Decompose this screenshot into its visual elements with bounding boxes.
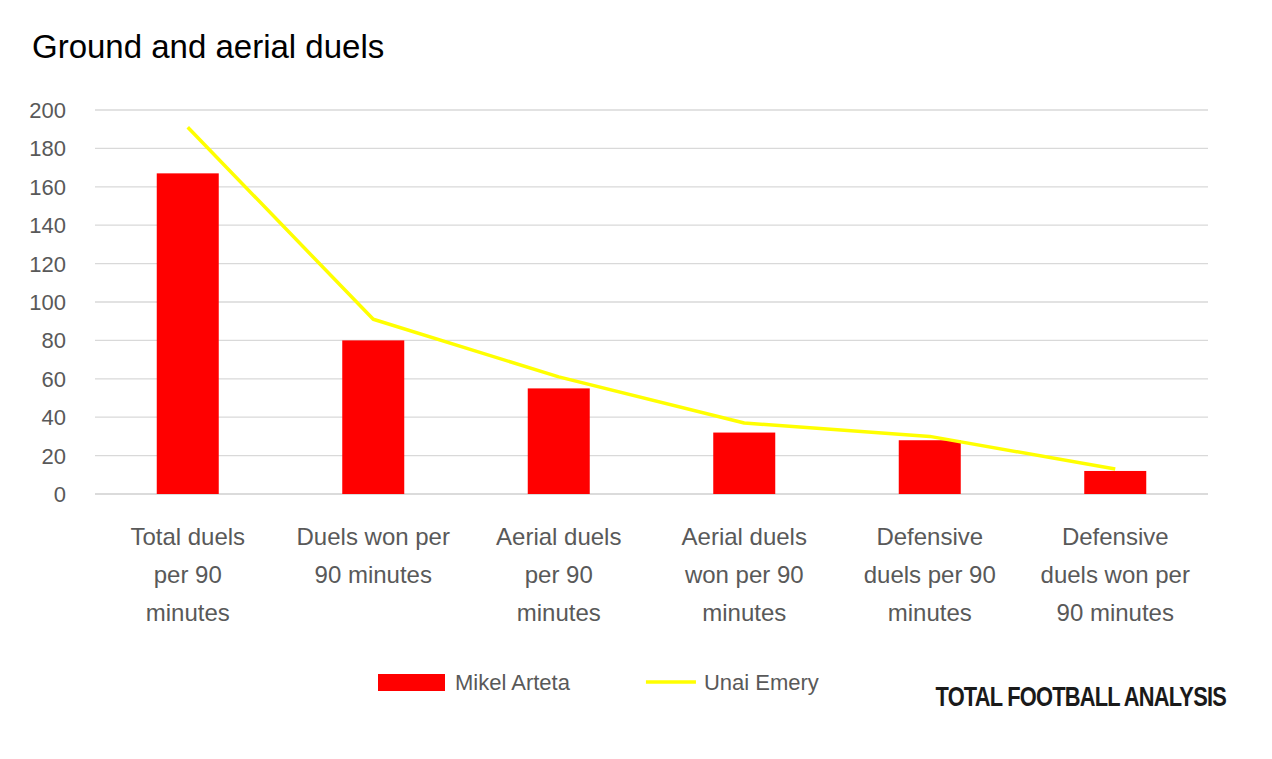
y-tick-label: 20 [42,444,66,469]
bar [899,440,961,494]
grid-line [95,378,1208,379]
x-tick-label-line: per 90 [154,561,222,588]
x-tick-label: Defensive duels won per 90 minutes [1041,523,1190,626]
x-tick-label-line: Aerial duels [496,523,621,550]
x-tick-label-line: duels won per [1041,561,1190,588]
x-tick-label: Duels won per 90 minutes [297,523,450,588]
title: Ground and aerial duels [32,28,384,65]
bar [342,340,404,494]
bar [713,433,775,494]
watermark: TOTAL FOOTBALL ANALYSIS [936,680,1227,711]
legend-label: Mikel Arteta [455,670,571,695]
chart: Ground and aerial duels 0 20 40 60 80 100 120 14… [0,0,1272,759]
legend-swatch [378,674,445,691]
bar [157,173,219,494]
x-tick-label-line: 90 minutes [315,561,432,588]
x-tick-label-line: Defensive [876,523,983,550]
y-tick-label: 180 [29,136,66,161]
grid-line [95,263,1208,264]
x-tick-label-line: minutes [517,599,601,626]
x-tick-label-line: Defensive [1062,523,1169,550]
x-tick-label: Defensive duels per 90 minutes [864,523,996,626]
y-tick-label: 200 [29,98,66,123]
y-tick-label: 40 [42,405,66,430]
y-tick-label: 60 [42,367,66,392]
x-tick-label-line: Total duels [130,523,245,550]
x-tick-label-line: won per 90 [684,561,804,588]
grid-line [95,148,1208,149]
x-tick-label-line: 90 minutes [1057,599,1174,626]
x-tick-label: Aerial duels won per 90 minutes [682,523,807,626]
x-tick-label: Total duels per 90 minutes [130,523,245,626]
x-axis-line [95,493,1208,495]
grid-line [95,493,1208,494]
y-tick-label: 80 [42,328,66,353]
x-tick-label: Aerial duels per 90 minutes [496,523,621,626]
marks [157,127,1147,494]
grid-line [95,186,1208,187]
y-tick-label: 140 [29,213,66,238]
y-tick-label: 160 [29,175,66,200]
grid-line [95,225,1208,226]
y-tick-label: 100 [29,290,66,315]
y-tick-label: 0 [54,482,66,507]
x-tick-label-line: Duels won per [297,523,450,550]
x-tick-label-line: duels per 90 [864,561,996,588]
grid-line [95,340,1208,341]
x-tick-label-line: minutes [888,599,972,626]
x-tick-label-line: Aerial duels [682,523,807,550]
grid-line [95,301,1208,302]
y-tick-label: 120 [29,252,66,277]
bar [1084,471,1146,494]
grid-line [95,417,1208,418]
legend-swatch [646,680,696,684]
x-tick-label-line: minutes [146,599,230,626]
legend-label: Unai Emery [704,670,819,695]
x-tick-label-line: minutes [702,599,786,626]
grid [95,110,1208,494]
bar [528,388,590,494]
grid-line [95,109,1208,110]
line [188,127,1116,469]
legend: Mikel Arteta Unai Emery [378,670,819,695]
x-tick-label-line: per 90 [525,561,593,588]
